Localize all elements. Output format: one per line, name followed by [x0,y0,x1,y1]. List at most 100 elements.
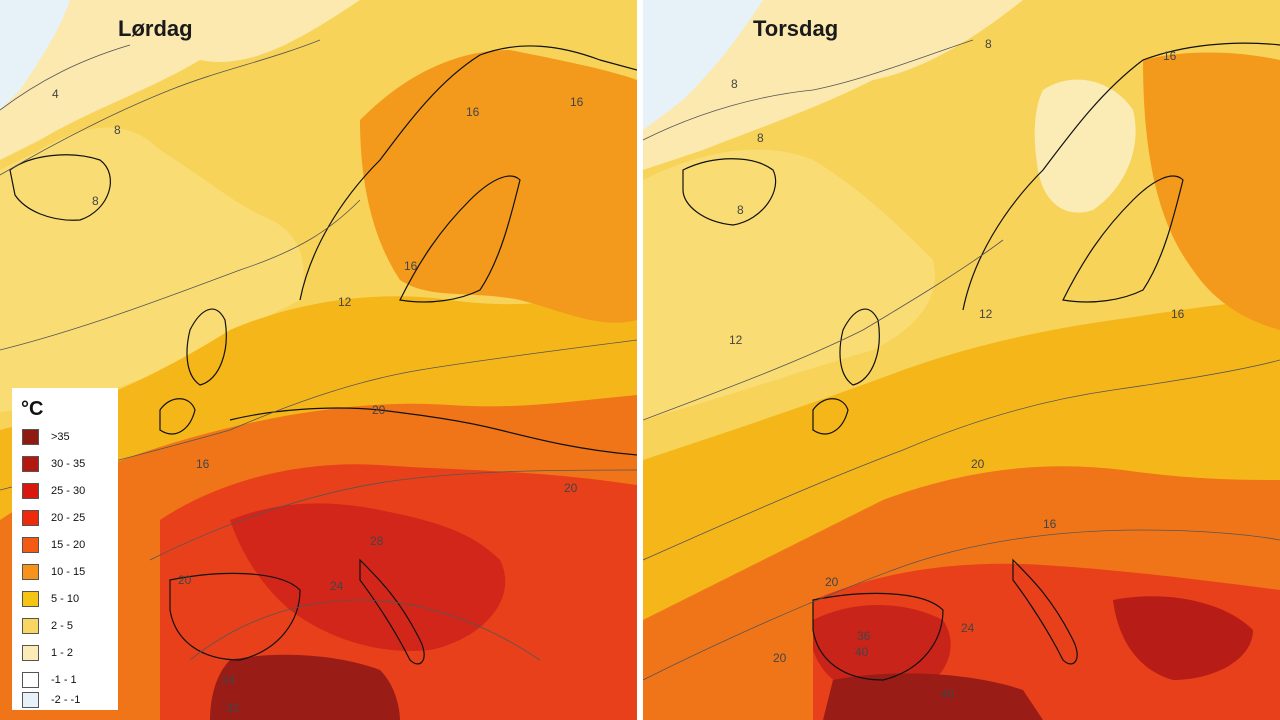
isotherm-16 [643,359,1280,561]
legend-item: 1 - 2 [22,644,73,662]
legend-label: 5 - 10 [51,593,80,605]
isotherm-12 [0,199,361,351]
britain-outline [186,308,227,386]
legend-label: 1 - 2 [51,647,74,659]
contour-label: 12 [979,307,993,321]
isotherm-20 [643,529,1280,681]
legend-label: -1 - 1 [51,674,77,686]
iceland-outline [682,158,777,226]
map-panel-lordag: 4 8 8 12 16 16 16 16 20 20 20 24 24 28 3… [0,0,637,720]
cold-sea-zone [0,0,360,160]
legend-label: 30 - 35 [51,458,86,470]
contour-label: 8 [92,194,99,208]
temperature-map-torsdag: 8 8 8 8 12 12 16 16 16 20 20 20 24 36 40… [643,0,1280,720]
contour-labels: 4 8 8 12 16 16 16 16 20 20 20 24 24 28 3… [52,87,584,715]
contour-label: 16 [466,105,480,119]
contour-label: 16 [404,259,418,273]
panel-divider [637,0,643,720]
legend-unit: °C [21,398,44,420]
contour-label: 20 [178,573,192,587]
legend-swatch [22,645,39,661]
very-cold-sea-zone [0,0,70,110]
coastlines [9,45,637,665]
contour-labels: 8 8 8 8 12 12 16 16 16 20 20 20 24 36 40… [729,37,1185,701]
legend-swatch [22,429,39,445]
temperature-map-lordag: 4 8 8 12 16 16 16 16 20 20 20 24 24 28 3… [0,0,637,720]
contour-label: 24 [222,673,236,687]
legend-item: 15 - 20 [22,536,85,554]
isotherm-20 [149,469,637,561]
contour-label: 16 [1163,49,1177,63]
map-panel-torsdag: 8 8 8 8 12 12 16 16 16 20 20 20 24 36 40… [643,0,1280,720]
legend-swatch [22,510,39,526]
north-coast-continental [229,407,637,456]
contour-label: 8 [114,123,121,137]
contour-label: 20 [372,403,386,417]
legend-swatch [22,537,39,553]
italy-outline [359,558,425,665]
cold-sea-zone [643,0,1023,170]
legend-label: 25 - 30 [51,485,86,497]
legend-swatch [22,564,39,580]
contour-label: 8 [731,77,738,91]
legend-item: >35 [22,428,70,446]
legend-item: 2 - 5 [22,617,73,635]
map-title: Torsdag [753,16,839,41]
coastlines [682,42,1280,681]
contour-label: 16 [196,457,210,471]
contour-label: 8 [737,203,744,217]
east-warm-zone [1143,52,1280,330]
contour-label: 12 [729,333,743,347]
contour-label: 8 [985,37,992,51]
contour-label: 4 [52,87,59,101]
contour-label: 16 [1171,307,1185,321]
legend-item: 25 - 30 [22,482,85,500]
contour-label: 24 [330,579,344,593]
legend-label: -2 - -1 [51,694,81,706]
very-hot-zone [230,503,506,651]
contour-label: 28 [370,534,384,548]
baltic-sea-outline [1062,175,1184,303]
contour-label: 20 [971,457,985,471]
contour-label: 32 [226,701,240,715]
norway-coast [299,45,637,301]
contour-label: 40 [855,645,869,659]
isotherm-4 [0,44,131,111]
legend-label: 20 - 25 [51,512,86,524]
contour-label: 16 [570,95,584,109]
legend-item: 30 - 35 [22,455,85,473]
contour-label: 40 [941,687,955,701]
very-cold-sea-zone [643,0,763,130]
isotherm-8 [643,39,974,141]
east-very-hot-zone [1113,596,1253,680]
legend-label: 15 - 20 [51,539,86,551]
norway-coast [962,42,1280,311]
ireland-outline [159,398,196,435]
legend-label: >35 [51,431,70,443]
legend-label: 10 - 15 [51,566,86,578]
contour-label: 8 [757,131,764,145]
iceland-outline [9,154,111,221]
italy-outline [1012,558,1078,665]
britain-outline [839,308,880,386]
isotherm-12 [643,239,1004,421]
cool-atlantic-zone [643,149,935,420]
scandinavia-warm-zone [360,50,637,323]
north-norway-cool-zone [1034,79,1136,213]
contour-label: 20 [773,651,787,665]
cool-atlantic-zone [0,127,304,412]
contour-label: 20 [825,575,839,589]
legend-swatch [22,618,39,634]
legend-item: -2 - -1 [22,691,80,709]
legend-item: 5 - 10 [22,590,79,608]
legend-swatch [22,456,39,472]
contour-label: 20 [564,481,578,495]
legend-item: -1 - 1 [22,671,77,689]
legend-swatch [22,591,39,607]
contour-label: 16 [1043,517,1057,531]
legend-swatch [22,672,39,688]
contour-label: 24 [961,621,975,635]
contour-label: 36 [857,629,871,643]
temperature-legend: °C >35 30 - 35 25 - 30 20 - 25 15 - 20 1… [12,388,118,710]
baltic-sea-outline [399,175,521,303]
